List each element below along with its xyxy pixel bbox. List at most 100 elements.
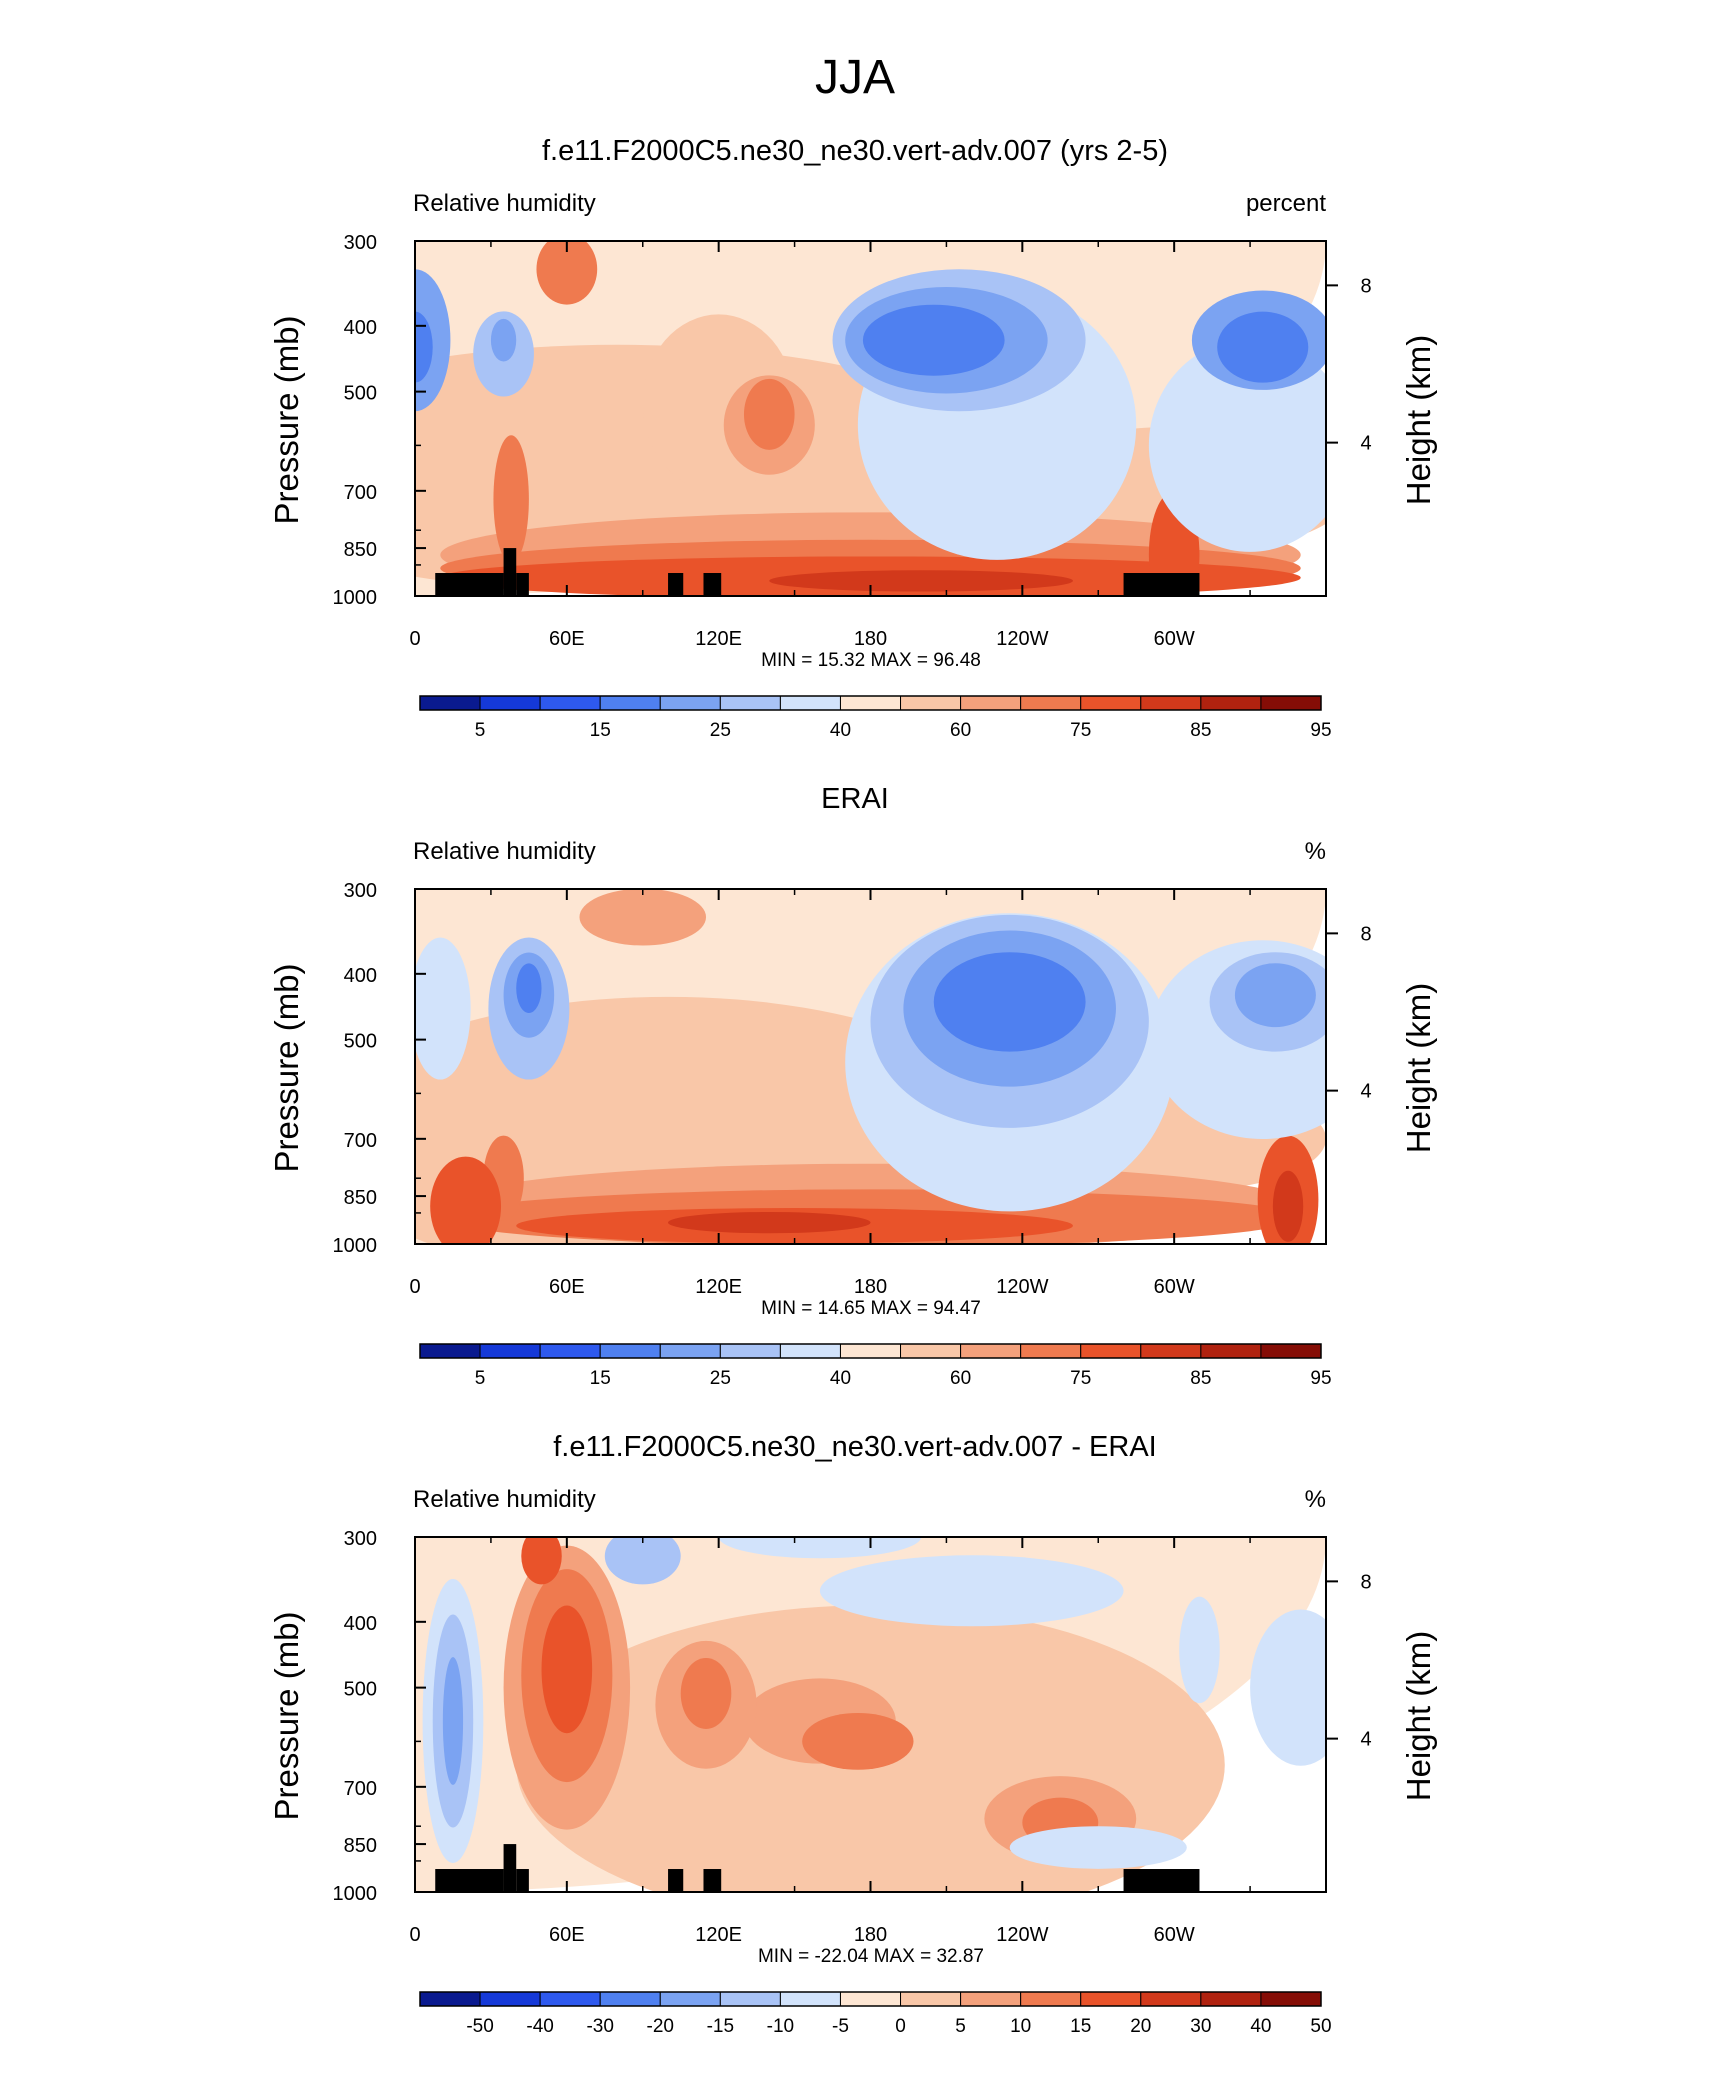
- x-tick-label: 180: [854, 1276, 887, 1298]
- topography-block-6: [1123, 573, 1200, 596]
- colorbar-label: 40: [830, 1368, 851, 1389]
- x-tick-label: 180: [854, 1924, 887, 1946]
- topography-block-3: [516, 573, 529, 596]
- colorbar-segment: [1140, 695, 1202, 711]
- colorbar-segment: [419, 1991, 481, 2007]
- colorbar-label: 60: [950, 1368, 971, 1389]
- x-tick-label: 60E: [549, 628, 585, 650]
- y-right-axis-title: Height (km): [1400, 983, 1437, 1154]
- contour-band-8: [668, 1211, 871, 1234]
- colorbar-label: 10: [1010, 2016, 1031, 2037]
- stats-label: MIN = 15.32 MAX = 96.48: [761, 650, 981, 671]
- panel-title: f.e11.F2000C5.ne30_ne30.vert-adv.007 - E…: [553, 1431, 1156, 1463]
- stats-label: MIN = -22.04 MAX = 32.87: [758, 1946, 984, 1967]
- colorbar-segment: [779, 1343, 841, 1359]
- x-tick-label: 60W: [1154, 628, 1195, 650]
- colorbar-segment: [539, 1343, 601, 1359]
- colorbar-label: 95: [1310, 1368, 1331, 1389]
- y-tick-label: 1000: [333, 587, 378, 609]
- contour-band-12: [521, 1537, 562, 1585]
- page-title: JJA: [815, 51, 895, 104]
- topography-block-2: [503, 548, 517, 596]
- topography-block-1: [435, 1869, 504, 1892]
- contour-band-16: [933, 952, 1086, 1052]
- colorbar-label: 5: [955, 2016, 966, 2037]
- y-axis-title: Pressure (mb): [268, 963, 305, 1172]
- contour-band-19: [1009, 1826, 1187, 1869]
- right-string: %: [1305, 1486, 1326, 1513]
- colorbar-segment: [839, 1991, 902, 2007]
- colorbar-segment: [599, 1343, 661, 1359]
- colorbar-label: 75: [1070, 1368, 1091, 1389]
- contour-field: [415, 1537, 1326, 1892]
- colorbar-segment: [659, 1991, 721, 2007]
- colorbar-segment: [1200, 695, 1262, 711]
- colorbar-segment: [1140, 1343, 1202, 1359]
- y-tick-label: 700: [344, 1130, 377, 1152]
- y-tick-label: 500: [344, 383, 377, 405]
- colorbar-label: -20: [647, 2016, 674, 2037]
- contour-band-12: [493, 435, 529, 564]
- colorbar-label: -10: [767, 2016, 794, 2037]
- colorbar-segment: [599, 1991, 661, 2007]
- y-tick-label: 300: [344, 232, 377, 254]
- colorbar-segment: [1260, 695, 1322, 711]
- y-tick-label: 1000: [333, 1235, 378, 1257]
- colorbar-segment: [1080, 1991, 1142, 2007]
- y-tick-label: 500: [344, 1031, 377, 1053]
- colorbar-segment: [1020, 1343, 1082, 1359]
- colorbar-segment: [839, 695, 902, 711]
- colorbar-segment: [839, 1343, 902, 1359]
- y-axis-title: Pressure (mb): [268, 315, 305, 524]
- topography-block-2: [503, 1844, 517, 1892]
- colorbar-label: -40: [526, 2016, 553, 2037]
- contour-band-24: [490, 318, 517, 362]
- x-tick-label: 0: [409, 1924, 420, 1946]
- contour-band-6: [743, 378, 795, 450]
- colorbar-segment: [1080, 695, 1142, 711]
- y-tick-label: 400: [344, 1613, 377, 1635]
- contour-band-7: [536, 241, 598, 305]
- contour-band-11: [769, 570, 1073, 592]
- contour-band-15: [604, 1537, 681, 1585]
- y-right-axis-title: Height (km): [1400, 1631, 1437, 1802]
- y-tick-label: 850: [344, 1187, 377, 1209]
- y-tick-label: 850: [344, 539, 377, 561]
- colorbar-segment: [1020, 1991, 1082, 2007]
- y-right-axis-title: Height (km): [1400, 335, 1437, 506]
- colorbar-segment: [1200, 1991, 1262, 2007]
- colorbar-segment: [719, 695, 781, 711]
- contour-band-20: [1217, 311, 1309, 383]
- colorbar-label: 40: [1250, 2016, 1271, 2037]
- colorbar-label: 85: [1190, 720, 1211, 741]
- topography-block-6: [1123, 1869, 1200, 1892]
- colorbar-label: 15: [1070, 2016, 1091, 2037]
- colorbar-segment: [900, 1991, 962, 2007]
- colorbar-label: 50: [1310, 2016, 1331, 2037]
- colorbar-label: 75: [1070, 720, 1091, 741]
- topography-block-5: [703, 573, 722, 596]
- panel-3: f.e11.F2000C5.ne30_ne30.vert-adv.007 - E…: [268, 1431, 1437, 2037]
- colorbar-label: 20: [1130, 2016, 1151, 2037]
- left-string: Relative humidity: [413, 1486, 596, 1513]
- contour-band-4: [579, 889, 706, 946]
- colorbar-segment: [960, 1991, 1022, 2007]
- contour-band-11: [541, 1605, 593, 1734]
- x-tick-label: 120E: [695, 1924, 742, 1946]
- colorbar-label: 25: [710, 720, 731, 741]
- colorbar-segment: [599, 695, 661, 711]
- y-tick-label: 700: [344, 482, 377, 504]
- contour-band-23: [415, 937, 471, 1080]
- contour-band-15: [1148, 338, 1326, 552]
- colorbar-label: -50: [466, 2016, 493, 2037]
- contour-band-13: [819, 1555, 1124, 1627]
- contour-band-4: [802, 1712, 914, 1770]
- colorbar-label: 30: [1190, 2016, 1211, 2037]
- colorbar-label: 5: [475, 1368, 486, 1389]
- contour-band-22: [516, 963, 542, 1014]
- colorbar-segment: [1260, 1343, 1322, 1359]
- colorbar-label: 60: [950, 720, 971, 741]
- colorbar-segment: [779, 695, 841, 711]
- colorbar-label: 15: [590, 1368, 611, 1389]
